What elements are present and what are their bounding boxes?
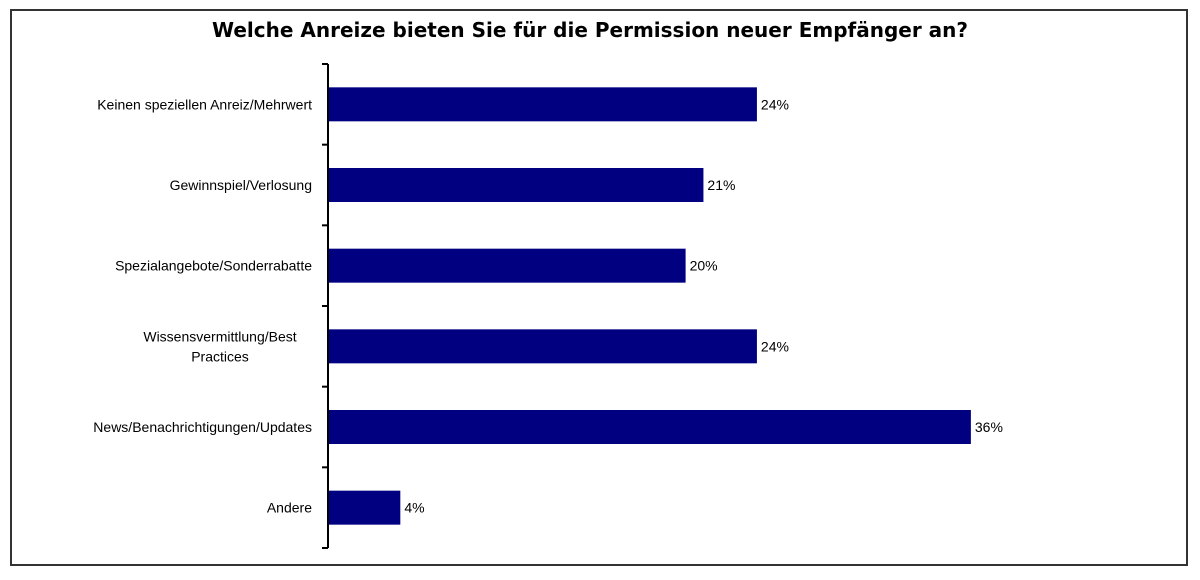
category-label: Spezialangebote/Sonderrabatte [115,258,312,274]
category-label-line: Andere [267,500,312,516]
category-label-line: Gewinnspiel/Verlosung [170,177,312,193]
category-label-line: Practices [191,348,249,364]
category-label-line: Keinen speziellen Anreiz/Mehrwert [97,96,312,112]
data-label: 36% [975,419,1003,435]
chart-title: Welche Anreize bieten Sie für die Permis… [212,18,968,42]
chart-frame [10,9,1188,566]
category-label: Wissensvermittlung/Best Practices [143,328,296,364]
category-label: Keinen speziellen Anreiz/Mehrwert [97,96,312,112]
bar [329,329,757,364]
bar [329,410,971,444]
data-label: 4% [404,500,424,516]
category-label: Gewinnspiel/Verlosung [170,177,312,193]
bar [329,248,686,283]
category-label: Andere [267,500,312,516]
category-label-line: News/Benachrichtigungen/Updates [93,419,312,435]
data-label: 24% [761,338,789,354]
data-label: 21% [707,177,735,193]
category-label: News/Benachrichtigungen/Updates [93,419,312,435]
bar [329,87,757,122]
bar [329,490,401,525]
data-label: 20% [690,258,718,274]
category-label-line: Wissensvermittlung/Best [143,328,296,344]
category-label-line: Spezialangebote/Sonderrabatte [115,258,312,274]
bar [329,168,704,202]
data-label: 24% [761,96,789,112]
